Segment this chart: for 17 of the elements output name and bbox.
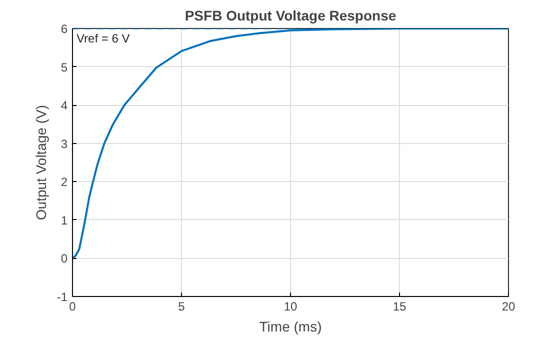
y-tick-label: -1 [56,290,68,304]
x-tick-label: 10 [284,300,298,314]
y-axis-title: Output Voltage (V) [32,104,49,220]
y-tick-label: 4 [60,98,68,113]
x-tick-label: 20 [502,300,516,314]
y-tick-label: 6 [60,22,68,36]
y-tick-label: 5 [60,60,68,74]
x-tick-label: 5 [178,300,186,314]
ref-line-label: Vref = 6 V [76,32,130,46]
y-tick-label: 0 [60,252,68,266]
x-tick-label: 0 [69,300,76,314]
y-tick-label: 1 [60,213,68,228]
x-tick-label: 15 [392,300,406,314]
y-tick-label: 3 [60,136,68,151]
x-axis-title: Time (ms) [259,318,322,334]
y-tick-label: 2 [60,175,68,190]
chart-title: PSFB Output Voltage Response [184,8,396,24]
